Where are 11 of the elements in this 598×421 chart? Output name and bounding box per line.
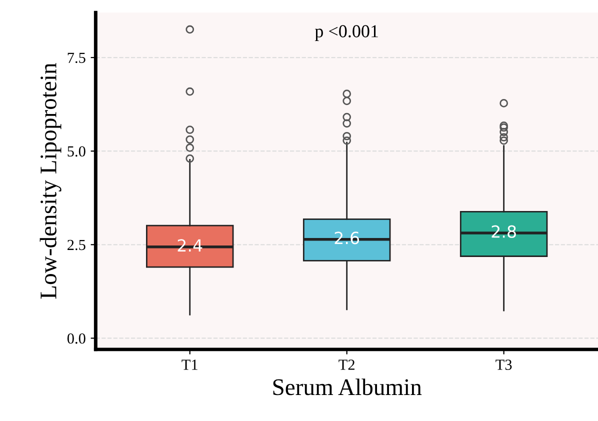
x-axis-title: Serum Albumin [273,378,422,396]
x-tick-label: T3 [496,360,512,370]
annotation: p <0.001 [314,25,378,42]
annotation: 2.8 [492,225,516,238]
y-axis-title: Low-density Lipoprotein [40,63,62,299]
x-tick-label: T1 [182,360,198,370]
y-tick-label: 5.0 [68,146,86,157]
y-tick-label: 7.5 [68,52,86,64]
y-tick-label: 2.5 [68,240,86,250]
x-tick-label: T2 [338,360,354,370]
y-tick-label: 0.0 [67,333,86,344]
